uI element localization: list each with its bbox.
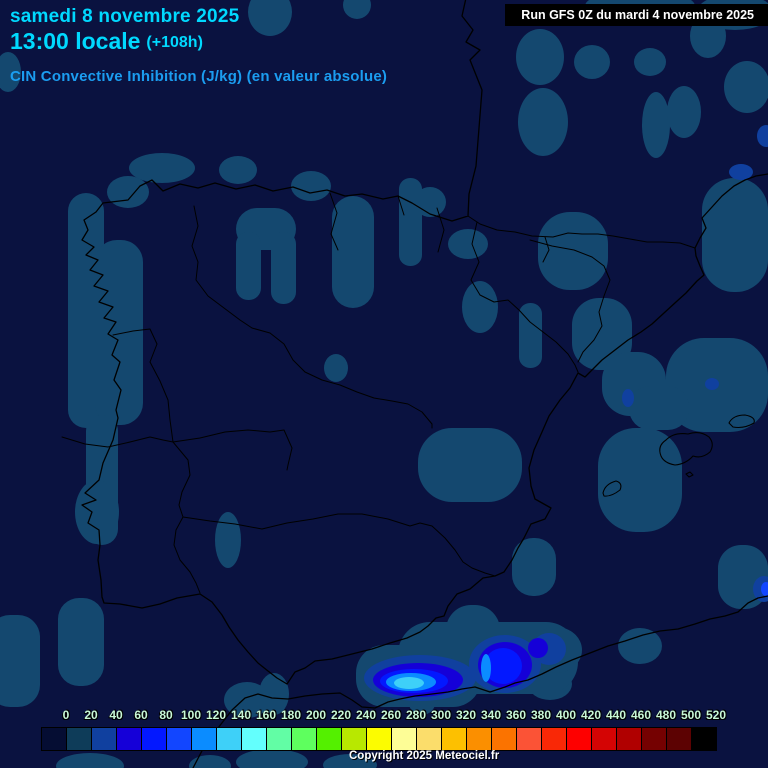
copyright-text: Copyright 2025 Meteociel.fr [349,750,500,762]
cabrera-islet [685,471,694,478]
legend-cell [441,727,466,751]
region-border-northwest [191,205,433,429]
model-run-label: Run GFS 0Z du mardi 4 novembre 2025 [505,4,768,26]
legend-tick: 20 [84,708,98,722]
parameter-title: CIN Convective Inhibition (J/kg) (en val… [10,68,388,86]
map-header: samedi 8 novembre 2025 13:00 locale (+108… [10,6,387,86]
legend-cell [616,727,641,751]
legend-tick: 520 [705,708,727,722]
menorca-island [728,414,755,429]
region-stub-4 [542,236,550,263]
legend-tick: 360 [505,708,527,722]
iberia-france-coastline [81,0,768,685]
legend-tick: 440 [605,708,627,722]
legend-tick: 60 [134,708,148,722]
region-border-northeast [470,221,579,373]
legend-cell [41,727,66,751]
legend-tick: 260 [380,708,402,722]
legend-cell [391,727,416,751]
color-scale-ticks: 0 20 40 60 80 100 120 140 160 180 200 220 240 260 280 3… [41,708,726,723]
pyrenees-border [467,215,696,249]
legend-tick: 140 [230,708,252,722]
legend-cell [641,727,666,751]
legend-cell [666,727,691,751]
legend-tick: 100 [180,708,202,722]
legend-cell [266,727,291,751]
borders [61,192,696,594]
legend-tick: 0 [62,708,70,722]
legend-tick: 280 [405,708,427,722]
legend-tick: 320 [455,708,477,722]
legend-cell [241,727,266,751]
legend-tick: 80 [159,708,173,722]
legend-cell [541,727,566,751]
region-stub-2 [397,195,405,216]
legend-cell [566,727,591,751]
legend-cell [316,727,341,751]
color-scale-cells [41,727,717,751]
legend-tick: 220 [330,708,352,722]
legend-tick: 460 [630,708,652,722]
legend-cell [141,727,166,751]
region-border-south [182,513,496,577]
cin-spot-markers [622,125,768,602]
legend-cell [591,727,616,751]
north-africa-coastline [192,595,768,768]
legend-tick: 160 [255,708,277,722]
region-border-central [172,429,293,471]
legend-tick: 40 [109,708,123,722]
region-border-catalonia [529,239,611,363]
legend-tick: 240 [355,708,377,722]
portugal-spain-border [112,328,201,594]
legend-tick: 120 [205,708,227,722]
legend-tick: 300 [430,708,452,722]
color-scale: 0 20 40 60 80 100 120 140 160 180 200 220 240 260 280 3… [41,708,726,754]
legend-tick: 180 [280,708,302,722]
valid-time: 13:00 locale (+108h) [10,28,203,55]
legend-tick: 420 [580,708,602,722]
region-stub-3 [436,207,445,253]
legend-cell [216,727,241,751]
legend-tick: 400 [555,708,577,722]
region-stub-1 [329,192,339,251]
cin-maxima-blobs [364,633,566,701]
mallorca-island [659,431,713,466]
legend-cell [191,727,216,751]
legend-cell [416,727,441,751]
valid-date: samedi 8 novembre 2025 [10,6,240,27]
legend-cell [291,727,316,751]
legend-cell [466,727,491,751]
forecast-offset: (+108h) [146,34,203,52]
ibiza-island [602,480,622,497]
legend-cell [366,727,391,751]
legend-cell [491,727,516,751]
legend-cell [691,727,717,751]
legend-tick: 480 [655,708,677,722]
legend-cell [341,727,366,751]
legend-cell [91,727,116,751]
legend-tick: 340 [480,708,502,722]
legend-cell [516,727,541,751]
legend-cell [166,727,191,751]
legend-tick: 380 [530,708,552,722]
coastlines [81,0,768,768]
legend-cell [66,727,91,751]
legend-tick: 200 [305,708,327,722]
legend-tick: 500 [680,708,702,722]
legend-cell [116,727,141,751]
river-line-west [61,436,174,448]
